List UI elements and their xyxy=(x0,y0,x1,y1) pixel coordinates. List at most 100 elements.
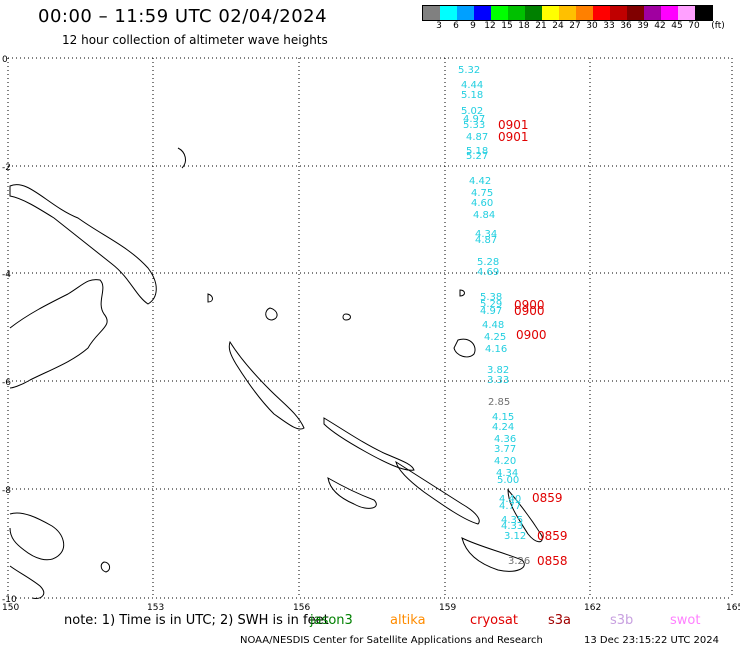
color-scale-label: 15 xyxy=(501,21,513,31)
color-scale-label: 9 xyxy=(470,21,476,31)
wave-height-value: 3.77 xyxy=(494,444,517,455)
color-scale-cell xyxy=(627,6,644,20)
longitude-tick-label: 162 xyxy=(584,603,601,613)
wave-height-value: 5.32 xyxy=(458,65,481,76)
pass-time-label: 0859 xyxy=(537,529,568,543)
wave-height-value: 4.24 xyxy=(492,422,515,433)
map-title: 00:00 – 11:59 UTC 02/04/2024 xyxy=(38,6,328,27)
wave-height-value: 4.97 xyxy=(463,114,486,125)
wave-height-value: 4.44 xyxy=(461,80,484,91)
color-scale-label: 36 xyxy=(620,21,632,31)
timestamp: 13 Dec 23:15:22 UTC 2024 xyxy=(584,635,719,646)
wave-height-value: 4.33 xyxy=(501,521,524,532)
wave-height-value: 5.18 xyxy=(461,90,484,101)
longitude-tick-label: 150 xyxy=(2,603,19,613)
wave-height-value: 4.16 xyxy=(485,344,508,355)
color-scale-label: 39 xyxy=(637,21,649,31)
color-scale-cell xyxy=(423,6,440,20)
color-scale-cell xyxy=(593,6,610,20)
coastline-ontong-java xyxy=(453,338,476,358)
wave-height-value: 4.42 xyxy=(469,176,492,187)
pass-time-label: 0901 xyxy=(498,118,529,132)
color-scale-cell xyxy=(695,6,712,20)
coastline-new-georgia xyxy=(327,477,377,509)
pass-time-label: 0859 xyxy=(532,491,563,505)
color-scale-cell xyxy=(559,6,576,20)
color-scale-cell xyxy=(508,6,525,20)
longitude-tick-labels: 150 153 156 159 162 165 xyxy=(2,603,740,613)
latitude-tick-label: 0 xyxy=(2,55,8,65)
color-scale-label: 30 xyxy=(586,21,598,31)
color-scale-cell xyxy=(440,6,457,20)
legend-item-s3b: s3b xyxy=(610,613,634,628)
wave-height-value: 4.15 xyxy=(492,412,515,423)
coastline-new-britain xyxy=(9,279,108,389)
pass-time-label: 0900 xyxy=(514,304,545,318)
color-scale-cell xyxy=(525,6,542,20)
wave-height-value: 4.20 xyxy=(494,456,517,467)
longitude-tick-label: 156 xyxy=(293,603,310,613)
legend-item-swot: swot xyxy=(670,613,701,628)
wave-height-value: 4.35 xyxy=(501,515,524,526)
color-scale-unit: (ft) xyxy=(711,21,725,31)
coastline-santa-isabel xyxy=(395,460,480,525)
wave-height-value: 5.38 xyxy=(480,292,503,303)
coastline-malaita xyxy=(507,488,543,543)
wave-height-value: 4.34 xyxy=(496,468,519,479)
color-scale-label: 70 xyxy=(688,21,700,31)
wave-height-value: 5.02 xyxy=(461,106,484,117)
legend-item-cryosat: cryosat xyxy=(470,613,518,628)
color-scale-labels: 3 6 9 12 15 18 21 24 27 30 33 36 39 42 45 70 (ft) xyxy=(422,21,732,35)
coastline-small-island-2 xyxy=(100,561,111,573)
wave-height-value: 4.60 xyxy=(471,198,494,209)
coastline-manus-small xyxy=(177,147,186,169)
color-scale-cell xyxy=(610,6,627,20)
wave-height-value: 5.18 xyxy=(466,146,489,157)
wave-height-value: 4.69 xyxy=(477,267,500,278)
legend-item-altika: altika xyxy=(390,613,426,628)
pass-time-label: 0901 xyxy=(498,130,529,144)
latitude-tick-label: -4 xyxy=(2,270,11,280)
color-scale-cell xyxy=(542,6,559,20)
color-scale-label: 33 xyxy=(603,21,615,31)
latitude-tick-labels: 0 -2 -4 -6 -8 -10 xyxy=(2,55,17,605)
wave-height-value: 4.84 xyxy=(473,210,496,221)
wave-height-value: 4.87 xyxy=(475,235,498,246)
longitude-tick-label: 153 xyxy=(147,603,164,613)
credit-line: NOAA/NESDIS Center for Satellite Applica… xyxy=(240,635,543,646)
wave-height-value: 3.26 xyxy=(508,556,531,567)
coastline-guadalcanal xyxy=(461,537,525,572)
wave-height-value: 4.34 xyxy=(475,229,498,240)
coastline-new-ireland xyxy=(9,184,157,305)
map-subtitle: 12 hour collection of altimeter wave hei… xyxy=(62,33,328,47)
color-scale-cell xyxy=(644,6,661,20)
wave-height-value: 3.33 xyxy=(487,375,510,386)
coastline-small-island-3 xyxy=(459,289,465,297)
legend-item-s3a: s3a xyxy=(548,613,572,628)
longitude-tick-label: 159 xyxy=(439,603,456,613)
wave-height-value: 5.28 xyxy=(477,257,500,268)
pass-time-label: 0900 xyxy=(516,328,547,342)
wave-height-value: 4.25 xyxy=(484,332,507,343)
color-scale-label: 3 xyxy=(436,21,442,31)
color-scale-label: 24 xyxy=(552,21,564,31)
color-scale-label: 21 xyxy=(535,21,547,31)
color-scale-label: 42 xyxy=(654,21,666,31)
color-scale-cell xyxy=(678,6,695,20)
wave-height-value: 5.27 xyxy=(466,151,489,162)
wave-height-value: 5.29 xyxy=(480,299,503,310)
wave-height-value: 4.77 xyxy=(499,501,522,512)
color-scale-label: 18 xyxy=(518,21,530,31)
wave-height-value: 5.00 xyxy=(497,475,520,486)
latitude-tick-label: -8 xyxy=(2,486,11,496)
wave-height-value: 4.75 xyxy=(471,188,494,199)
color-scale-label: 45 xyxy=(671,21,683,31)
wave-height-value: 3.82 xyxy=(487,365,510,376)
coastline-bougainville xyxy=(228,340,305,430)
wave-height-value: 4.36 xyxy=(494,434,517,445)
coastline-small-island-4 xyxy=(207,293,213,303)
footer-note: note: 1) Time is in UTC; 2) SWH is in fe… xyxy=(64,613,329,628)
wave-height-value: 4.40 xyxy=(499,494,522,505)
wave-height-value: 4.87 xyxy=(466,132,489,143)
